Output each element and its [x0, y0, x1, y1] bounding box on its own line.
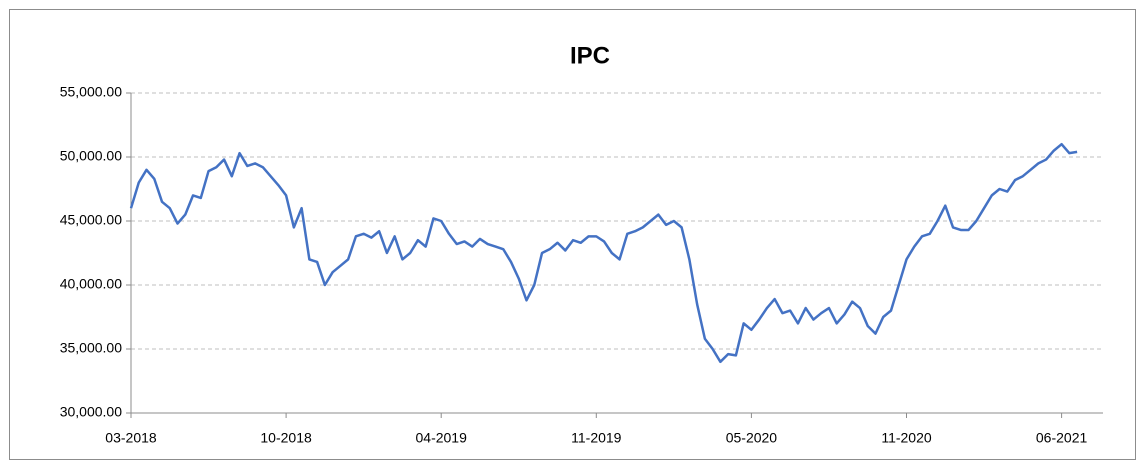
series-line [129, 142, 1078, 364]
x-tick-label: 11-2019 [571, 430, 622, 446]
x-tick-label: 11-2020 [881, 430, 932, 446]
y-tick-label: 50,000.00 [60, 148, 122, 164]
y-tick-label: 40,000.00 [60, 276, 122, 292]
x-tick-label: 05-2020 [726, 430, 778, 446]
chart-title: IPC [570, 42, 610, 69]
x-tick-label: 04-2019 [416, 430, 468, 446]
x-tick-label: 03-2018 [105, 430, 157, 446]
x-tick-label: 06-2021 [1036, 430, 1088, 446]
y-tick-label: 35,000.00 [60, 340, 122, 356]
chart-border [9, 9, 1136, 460]
y-tick-label: 45,000.00 [60, 212, 122, 228]
y-tick-label: 55,000.00 [60, 84, 122, 100]
y-tick-label: 30,000.00 [60, 404, 122, 420]
x-tick-label: 10-2018 [260, 430, 312, 446]
